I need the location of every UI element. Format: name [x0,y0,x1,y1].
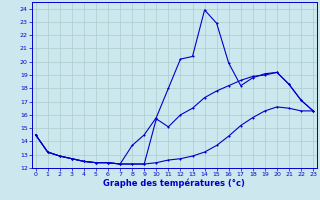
X-axis label: Graphe des températures (°c): Graphe des températures (°c) [103,179,245,188]
